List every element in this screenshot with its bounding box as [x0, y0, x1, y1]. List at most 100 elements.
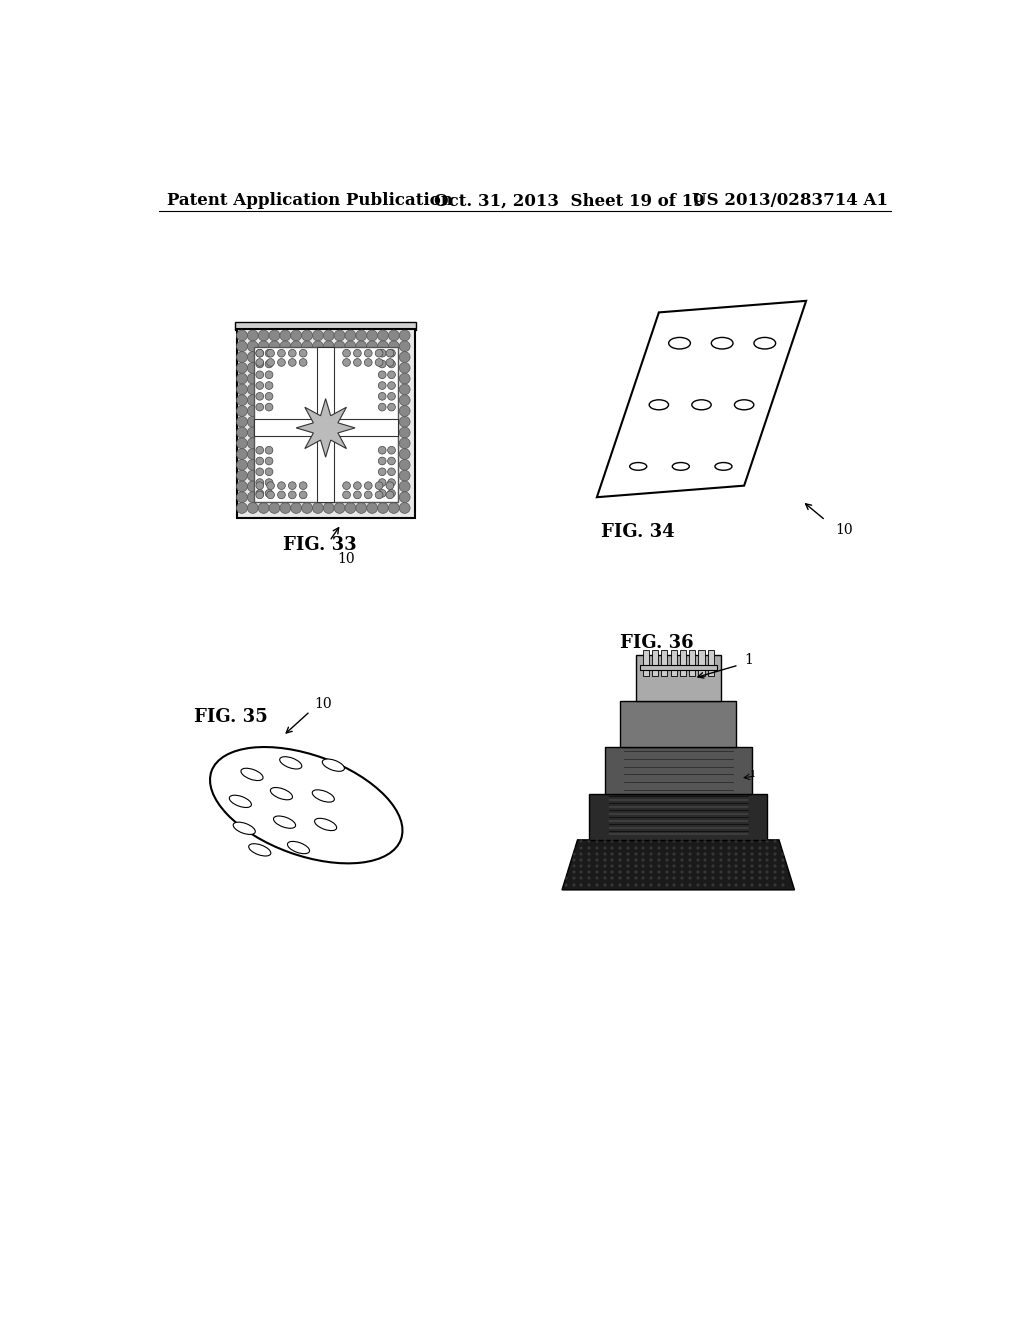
Ellipse shape: [386, 482, 394, 490]
Ellipse shape: [256, 490, 263, 498]
Ellipse shape: [265, 350, 273, 358]
Ellipse shape: [248, 416, 258, 428]
Bar: [652, 651, 658, 676]
Ellipse shape: [302, 330, 312, 341]
Ellipse shape: [378, 371, 386, 379]
Ellipse shape: [299, 482, 307, 490]
Ellipse shape: [288, 841, 309, 854]
Ellipse shape: [270, 788, 293, 800]
Ellipse shape: [334, 341, 345, 351]
Ellipse shape: [258, 330, 269, 341]
Text: FIG. 35: FIG. 35: [194, 708, 267, 726]
Ellipse shape: [237, 428, 248, 438]
Ellipse shape: [353, 491, 361, 499]
Text: 1: 1: [744, 653, 753, 668]
Ellipse shape: [269, 503, 280, 513]
Ellipse shape: [299, 491, 307, 499]
Ellipse shape: [241, 768, 263, 780]
Text: 1: 1: [750, 770, 756, 779]
Ellipse shape: [248, 470, 258, 480]
Text: Oct. 31, 2013  Sheet 19 of 19: Oct. 31, 2013 Sheet 19 of 19: [434, 193, 705, 210]
Ellipse shape: [248, 395, 258, 405]
Ellipse shape: [248, 330, 258, 341]
Ellipse shape: [269, 330, 280, 341]
Ellipse shape: [302, 341, 312, 351]
Text: Patent Application Publication: Patent Application Publication: [167, 193, 453, 210]
Polygon shape: [296, 399, 355, 457]
Bar: [234, 322, 417, 330]
Ellipse shape: [734, 400, 754, 409]
Ellipse shape: [388, 469, 395, 475]
Bar: [317, 347, 334, 502]
Bar: [621, 701, 736, 747]
Ellipse shape: [399, 438, 410, 449]
Ellipse shape: [345, 503, 356, 513]
Ellipse shape: [302, 503, 312, 513]
Ellipse shape: [399, 351, 410, 363]
Ellipse shape: [299, 359, 307, 367]
Ellipse shape: [299, 350, 307, 358]
Ellipse shape: [324, 341, 334, 351]
Ellipse shape: [673, 462, 689, 470]
Bar: [698, 651, 705, 676]
Ellipse shape: [265, 392, 273, 400]
Ellipse shape: [256, 392, 263, 400]
Polygon shape: [597, 301, 806, 498]
Ellipse shape: [237, 341, 248, 351]
Ellipse shape: [248, 438, 258, 449]
Ellipse shape: [388, 381, 395, 389]
Ellipse shape: [248, 503, 258, 513]
Bar: [604, 747, 752, 793]
Ellipse shape: [323, 759, 344, 771]
Ellipse shape: [237, 438, 248, 449]
Bar: [254, 347, 397, 502]
Ellipse shape: [256, 469, 263, 475]
Ellipse shape: [388, 479, 395, 487]
Ellipse shape: [312, 503, 324, 513]
Ellipse shape: [388, 371, 395, 379]
Ellipse shape: [378, 341, 388, 351]
Bar: [671, 651, 677, 676]
Ellipse shape: [289, 482, 296, 490]
Ellipse shape: [289, 359, 296, 367]
Ellipse shape: [365, 350, 372, 358]
Ellipse shape: [280, 330, 291, 341]
Ellipse shape: [248, 492, 258, 503]
Ellipse shape: [378, 503, 388, 513]
Ellipse shape: [269, 341, 280, 351]
Ellipse shape: [356, 341, 367, 351]
Ellipse shape: [399, 395, 410, 405]
Ellipse shape: [291, 330, 302, 341]
Ellipse shape: [388, 392, 395, 400]
Ellipse shape: [278, 482, 286, 490]
Ellipse shape: [375, 350, 383, 358]
Ellipse shape: [266, 350, 274, 358]
Ellipse shape: [248, 428, 258, 438]
Ellipse shape: [754, 338, 775, 348]
Bar: [254, 420, 397, 437]
Ellipse shape: [289, 491, 296, 499]
Ellipse shape: [399, 374, 410, 384]
Ellipse shape: [378, 404, 386, 411]
Ellipse shape: [256, 371, 263, 379]
Ellipse shape: [334, 503, 345, 513]
Ellipse shape: [375, 491, 383, 499]
Ellipse shape: [356, 503, 367, 513]
Ellipse shape: [692, 400, 712, 409]
Ellipse shape: [399, 384, 410, 395]
Ellipse shape: [265, 479, 273, 487]
Ellipse shape: [256, 404, 263, 411]
Ellipse shape: [249, 843, 270, 855]
Ellipse shape: [353, 350, 361, 358]
Ellipse shape: [324, 330, 334, 341]
Ellipse shape: [399, 492, 410, 503]
Ellipse shape: [266, 491, 274, 499]
Ellipse shape: [248, 351, 258, 363]
Ellipse shape: [237, 405, 248, 416]
Ellipse shape: [388, 360, 395, 368]
Bar: [237, 330, 415, 517]
Ellipse shape: [280, 341, 291, 351]
Ellipse shape: [237, 395, 248, 405]
Ellipse shape: [378, 469, 386, 475]
Ellipse shape: [256, 381, 263, 389]
